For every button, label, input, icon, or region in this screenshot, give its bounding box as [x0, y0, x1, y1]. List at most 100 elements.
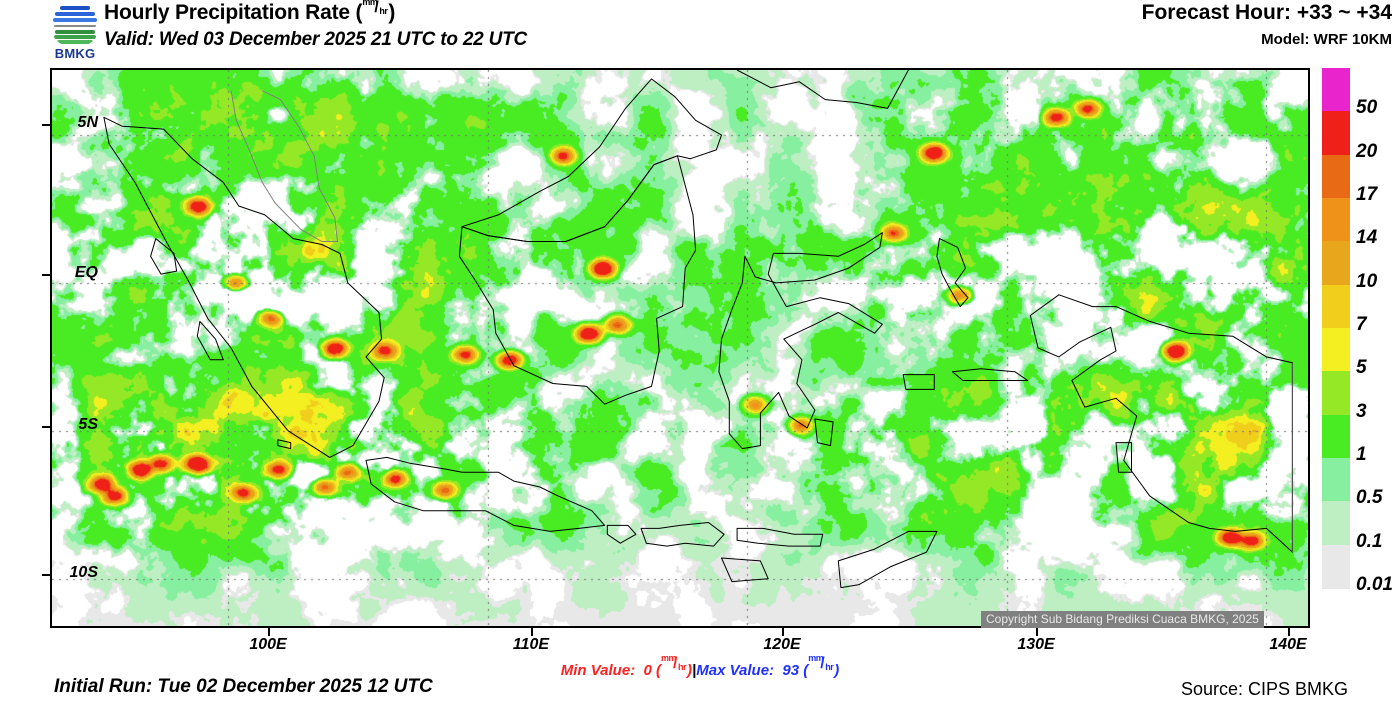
colorbar-band-0.5: [1322, 458, 1350, 502]
logo-wave-band-3: [54, 25, 96, 27]
coastline-seram: [952, 368, 1029, 381]
precipitation-map[interactable]: [50, 68, 1310, 628]
precipitation-colorbar: [1322, 68, 1350, 589]
logo-text: BMKG: [54, 46, 96, 61]
precipitation-field: [52, 70, 1308, 626]
coastline-flores: [736, 527, 824, 547]
colorbar-label-10: 10: [1356, 270, 1378, 292]
coastline-papua: [1029, 294, 1293, 553]
colorbar-label-20: 20: [1356, 140, 1378, 162]
max-value: 93: [782, 662, 800, 679]
colorbar-label-0.01: 0.01: [1356, 574, 1393, 595]
min-unit-num: mm: [661, 653, 677, 663]
colorbar-band-0.01: [1322, 544, 1350, 589]
logo-wave-band-6: [57, 40, 93, 44]
coastline-borneo-south: [458, 155, 697, 405]
coastline-sumba: [721, 557, 769, 583]
coastline-enggano: [277, 439, 292, 450]
coastline-mentawai: [196, 320, 224, 361]
coastline-halmahera: [936, 238, 969, 308]
bmkg-logo: BMKG: [44, 1, 106, 61]
logo-wave-band-2: [53, 18, 97, 22]
valid-time-label: Valid: Wed 03 December 2025 21 UTC to 22…: [104, 29, 528, 50]
lat-label-5N: 5N: [77, 114, 98, 131]
coastline-lombok-sumbawa: [640, 522, 725, 547]
header-bar: BMKG Hourly Precipitation Rate (mm / hr) V…: [0, 0, 1400, 64]
colorbar-label-14: 14: [1356, 227, 1378, 249]
title-unit-numerator: mm: [362, 0, 378, 7]
coastline-malay-pen: [230, 90, 338, 242]
coastline-borneo: [461, 78, 722, 242]
lon-tick-130E: [1036, 628, 1038, 636]
lon-tick-110E: [531, 628, 533, 636]
colorbar-label-3: 3: [1356, 400, 1367, 422]
min-value-group: Min Value: 0 (mm / hr): [560, 653, 693, 679]
page-title-text: Hourly Precipitation Rate: [104, 1, 350, 24]
logo-disc: [50, 1, 100, 48]
coastline-timor: [837, 530, 938, 589]
colorbar-band-50: [1322, 68, 1350, 112]
logo-wave-band-1: [55, 12, 95, 16]
forecast-hour-label: Forecast Hour: +33 ~ +34: [1141, 1, 1392, 24]
lon-tick-120E: [782, 628, 784, 636]
title-unit-slash: /: [374, 0, 379, 16]
max-unit-den: hr: [825, 662, 834, 672]
title-unit-denominator: hr: [379, 6, 388, 16]
coastline-nias: [150, 238, 178, 275]
colorbar-band-10: [1322, 241, 1350, 286]
colorbar-label-7: 7: [1356, 314, 1367, 335]
copyright-watermark: Copyright Sub Bidang Prediksi Cuaca BMKG…: [981, 611, 1264, 628]
page-title: Hourly Precipitation Rate (mm / hr): [104, 0, 396, 25]
max-unit-slash: /: [820, 655, 825, 672]
coastline-bali: [606, 524, 637, 544]
colorbar-label-1: 1: [1356, 444, 1367, 465]
lat-label-EQ: EQ: [74, 264, 98, 281]
max-label: Max Value:: [696, 662, 775, 679]
colorbar-band-5: [1322, 328, 1350, 372]
colorbar-band-3: [1322, 371, 1350, 416]
lat-label-5S: 5S: [78, 416, 98, 433]
max-value-group: Max Value: 93 (mm / hr): [696, 653, 840, 679]
model-label: Model: WRF 10KM: [1261, 31, 1392, 48]
min-label: Min Value:: [560, 662, 636, 679]
colorbar-label-50: 50: [1356, 97, 1378, 119]
min-max-readout: Min Value: 0 (mm / hr)|Max Value: 93 (mm / h…: [0, 653, 1400, 679]
lon-label-120E: 120E: [763, 636, 801, 653]
colorbar-band-20: [1322, 111, 1350, 156]
source-label: Source: CIPS BMKG: [1180, 679, 1348, 699]
colorbar-band-17: [1322, 154, 1350, 199]
logo-wave-band-0: [60, 6, 90, 10]
colorbar-label-17: 17: [1356, 184, 1378, 205]
colorbar-band-7: [1322, 284, 1350, 329]
logo-wave-band-5: [54, 35, 96, 39]
colorbar-label-0.5: 0.5: [1356, 487, 1383, 509]
lon-label-110E: 110E: [512, 636, 550, 653]
lat-tick-5N: [42, 124, 50, 126]
minmax-separator: |: [692, 662, 697, 679]
colorbar-label-5: 5: [1356, 357, 1367, 379]
logo-wave-band-4: [55, 30, 95, 34]
coastline-sumatra: [103, 116, 385, 458]
lon-tick-140E: [1288, 628, 1290, 636]
lat-tick-EQ: [42, 274, 50, 276]
lat-tick-10S: [42, 574, 50, 576]
title-unit: (mm / hr): [350, 0, 396, 24]
initial-run-label: Initial Run: Tue 02 December 2025 12 UTC: [54, 676, 433, 697]
coastline-sulawesi: [718, 232, 883, 450]
lon-label-140E: 140E: [1269, 636, 1307, 653]
colorbar-band-1: [1322, 414, 1350, 459]
coastline-buru: [902, 374, 935, 390]
coastline-java: [365, 456, 606, 532]
coastline-aru: [1115, 442, 1132, 473]
min-value: 0: [643, 662, 652, 679]
lon-label-130E: 130E: [1017, 636, 1055, 653]
colorbar-label-0.1: 0.1: [1356, 530, 1383, 552]
lat-label-10S: 10S: [69, 564, 98, 581]
lon-label-100E: 100E: [249, 636, 287, 653]
lon-tick-100E: [268, 628, 270, 636]
lat-tick-5S: [42, 426, 50, 428]
coastline-buton: [814, 418, 834, 447]
coastline-overlay: [103, 70, 1293, 589]
colorbar-band-14: [1322, 198, 1350, 242]
colorbar-band-0.1: [1322, 501, 1350, 546]
